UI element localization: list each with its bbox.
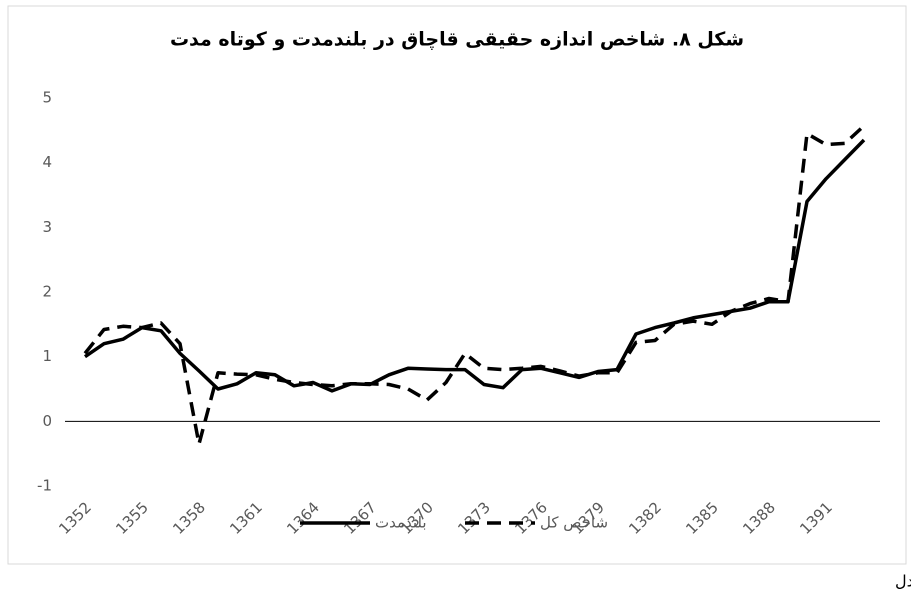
y-tick-label: 5 <box>42 89 52 107</box>
y-tick-label: 2 <box>42 283 52 301</box>
legend-label: شاخص کل <box>540 514 608 532</box>
source-note: مأخذ: نتایج مدل <box>895 570 911 591</box>
y-tick-label: 3 <box>42 218 52 236</box>
y-tick-label: 1 <box>42 347 52 365</box>
y-tick-label: 4 <box>42 153 52 171</box>
y-tick-label: 0 <box>42 412 52 430</box>
legend-label: بلندمدت <box>375 514 427 532</box>
y-tick-label: -1 <box>37 477 52 495</box>
chart-frame <box>7 5 907 565</box>
chart-title: شکل ۸. شاخص اندازه حقیقی قاچاق در بلندمد… <box>170 29 744 51</box>
line-series <box>83 124 866 446</box>
